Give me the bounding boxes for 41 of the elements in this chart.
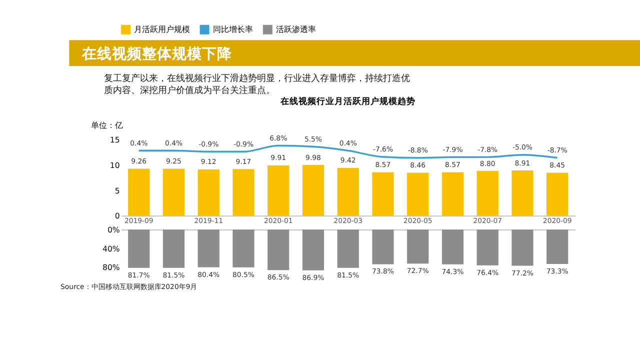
legend-label: 活跃渗透率 <box>276 25 316 34</box>
bar <box>268 165 290 216</box>
legend-label: 月活跃用户规模 <box>134 25 190 34</box>
legend-label: 同比增长率 <box>212 25 253 34</box>
bar <box>128 230 150 268</box>
bar <box>302 230 324 270</box>
bar <box>407 230 429 264</box>
bar <box>512 170 534 216</box>
y-tick-label: 0 <box>114 212 120 221</box>
y-tick-label: 80% <box>102 263 120 272</box>
y-tick-label: 0% <box>107 226 120 235</box>
bar <box>232 169 254 216</box>
text: 复工复产以来，在线视频行业下滑趋势明显，行业进入存量博弈，持续打造优 <box>104 72 410 84</box>
bar <box>162 168 185 216</box>
text: 在线视频整体规模下降 <box>81 45 234 62</box>
bar <box>407 172 429 216</box>
bar <box>337 168 359 216</box>
bar <box>546 172 568 216</box>
bar <box>372 230 394 264</box>
bar <box>162 230 185 268</box>
y-tick-label: 10 <box>110 160 120 170</box>
y-tick-label: 15 <box>110 136 120 145</box>
chart-title: 在线视频行业月活跃用户规模趋势 <box>280 96 416 108</box>
bar <box>268 230 290 270</box>
bar <box>546 230 568 264</box>
bar <box>198 169 220 216</box>
bar <box>302 165 324 216</box>
y-tick-label: 40% <box>102 244 120 254</box>
y-axis-title: 单位：亿 <box>91 120 124 130</box>
y-tick-label: 5 <box>114 186 120 196</box>
bar <box>372 172 394 216</box>
bar <box>128 168 150 216</box>
bar <box>476 230 498 266</box>
bar <box>198 230 220 268</box>
text: 质内容、深挖用户价值成为平台关注重点。 <box>104 84 275 96</box>
bar <box>512 230 534 266</box>
bar <box>476 171 498 216</box>
bar <box>442 172 464 216</box>
bar <box>232 230 254 268</box>
bar <box>442 230 464 264</box>
bar <box>337 230 359 268</box>
